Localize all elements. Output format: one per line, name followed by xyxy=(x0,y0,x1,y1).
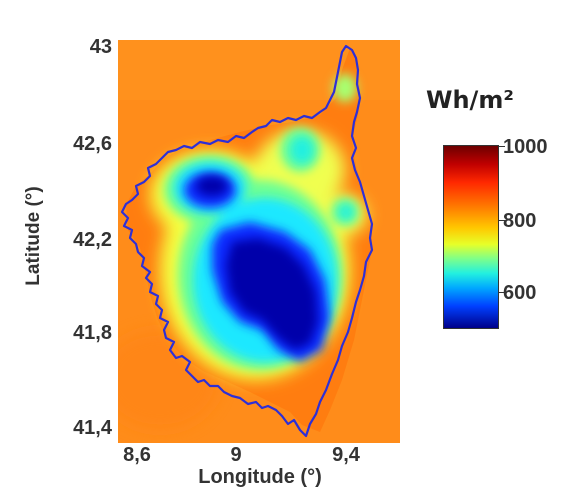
colorbar-tick xyxy=(499,220,505,221)
colorbar-tick xyxy=(499,292,505,293)
colorbar xyxy=(443,145,499,329)
y-tick-label: 41,4 xyxy=(73,417,112,439)
x-tick-label: 9 xyxy=(230,444,242,466)
y-tick-label: 41,8 xyxy=(73,322,112,344)
y-axis-label: Latitude (°) xyxy=(23,186,44,286)
y-tick-label: 42,6 xyxy=(73,133,112,155)
colorbar-unit-label: Wh/m² xyxy=(426,86,514,114)
x-axis-label: Longitude (°) xyxy=(198,466,322,488)
colorbar-tick-label: 800 xyxy=(503,210,537,232)
colorbar-tick-label: 600 xyxy=(503,282,537,304)
y-tick-label: 43 xyxy=(89,36,112,58)
y-tick-label: 42,2 xyxy=(73,229,112,251)
x-tick-label: 8,6 xyxy=(123,444,151,466)
colorbar-tick xyxy=(499,146,505,147)
x-tick-label: 9,4 xyxy=(332,444,360,466)
coastline xyxy=(120,44,374,438)
colorbar-tick-label: 1000 xyxy=(503,136,548,158)
